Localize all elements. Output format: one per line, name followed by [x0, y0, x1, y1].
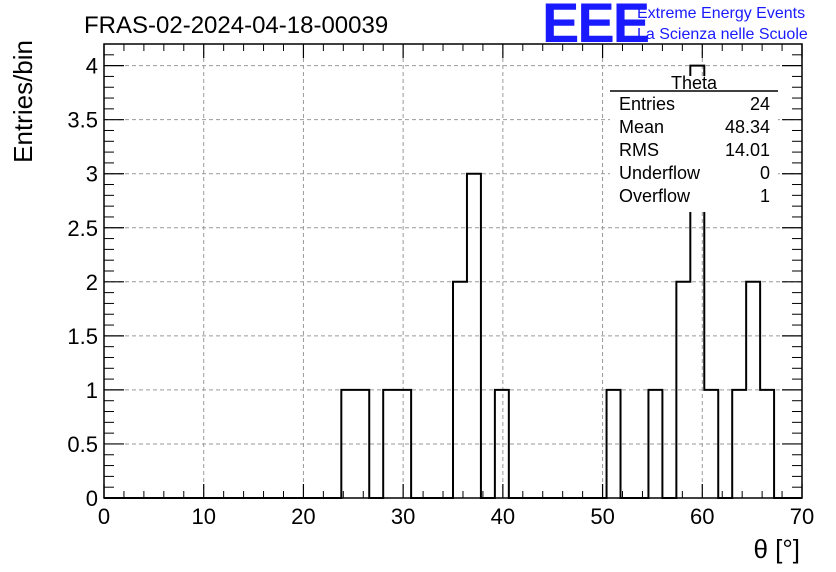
x-tick-label: 60	[690, 504, 714, 529]
eee-logo: EEE Extreme Energy Events La Scienza nel…	[542, 0, 808, 54]
y-tick-label: 1.5	[67, 324, 98, 349]
y-tick-label: 3	[86, 162, 98, 187]
x-tick-label: 70	[790, 504, 814, 529]
stats-label: RMS	[619, 140, 659, 160]
x-tick-label: 50	[590, 504, 614, 529]
stats-label: Mean	[619, 117, 664, 137]
x-tick-label: 10	[191, 504, 215, 529]
y-tick-labels: 0 0.5 1 1.5 2 2.5 3 3.5 4	[67, 54, 98, 511]
stats-box-rows: Entries 24 Mean 48.34 RMS 14.01 Underflow 0 Over…	[619, 94, 770, 206]
x-tick-label: 20	[291, 504, 315, 529]
stats-value: 48.34	[725, 117, 770, 137]
y-tick-label: 3.5	[67, 108, 98, 133]
stats-label: Underflow	[619, 163, 701, 183]
stats-value: 14.01	[725, 140, 770, 160]
eee-logo-mark: EEE	[542, 0, 649, 54]
x-tick-label: 40	[491, 504, 515, 529]
stats-box-title: Theta	[671, 73, 718, 93]
stats-box-background	[610, 76, 778, 212]
y-tick-label: 1	[86, 378, 98, 403]
y-axis-title: Entries/bin	[8, 40, 38, 163]
eee-logo-line2: La Scienza nelle Scuole	[637, 26, 808, 43]
axis-ticks	[103, 43, 803, 499]
y-tick-label: 0.5	[67, 432, 98, 457]
y-tick-label: 4	[86, 54, 98, 79]
x-axis-title: θ [°]	[753, 534, 800, 564]
stats-label: Overflow	[619, 186, 691, 206]
stats-value: 24	[750, 94, 770, 114]
stats-value: 1	[760, 186, 770, 206]
y-tick-label: 2.5	[67, 216, 98, 241]
stats-box: Theta Entries 24 Mean 48.34 RMS 14.01 Underflo…	[610, 73, 778, 212]
stats-label: Entries	[619, 94, 675, 114]
eee-logo-line1: Extreme Energy Events	[637, 5, 805, 22]
chart-title: FRAS-02-2024-04-18-00039	[84, 12, 388, 39]
x-tick-label: 30	[391, 504, 415, 529]
x-tick-label: 0	[98, 504, 110, 529]
stats-value: 0	[760, 163, 770, 183]
y-tick-label: 2	[86, 270, 98, 295]
x-tick-labels: 0 10 20 30 40 50 60 70	[98, 504, 814, 529]
y-tick-label: 0	[86, 486, 98, 511]
